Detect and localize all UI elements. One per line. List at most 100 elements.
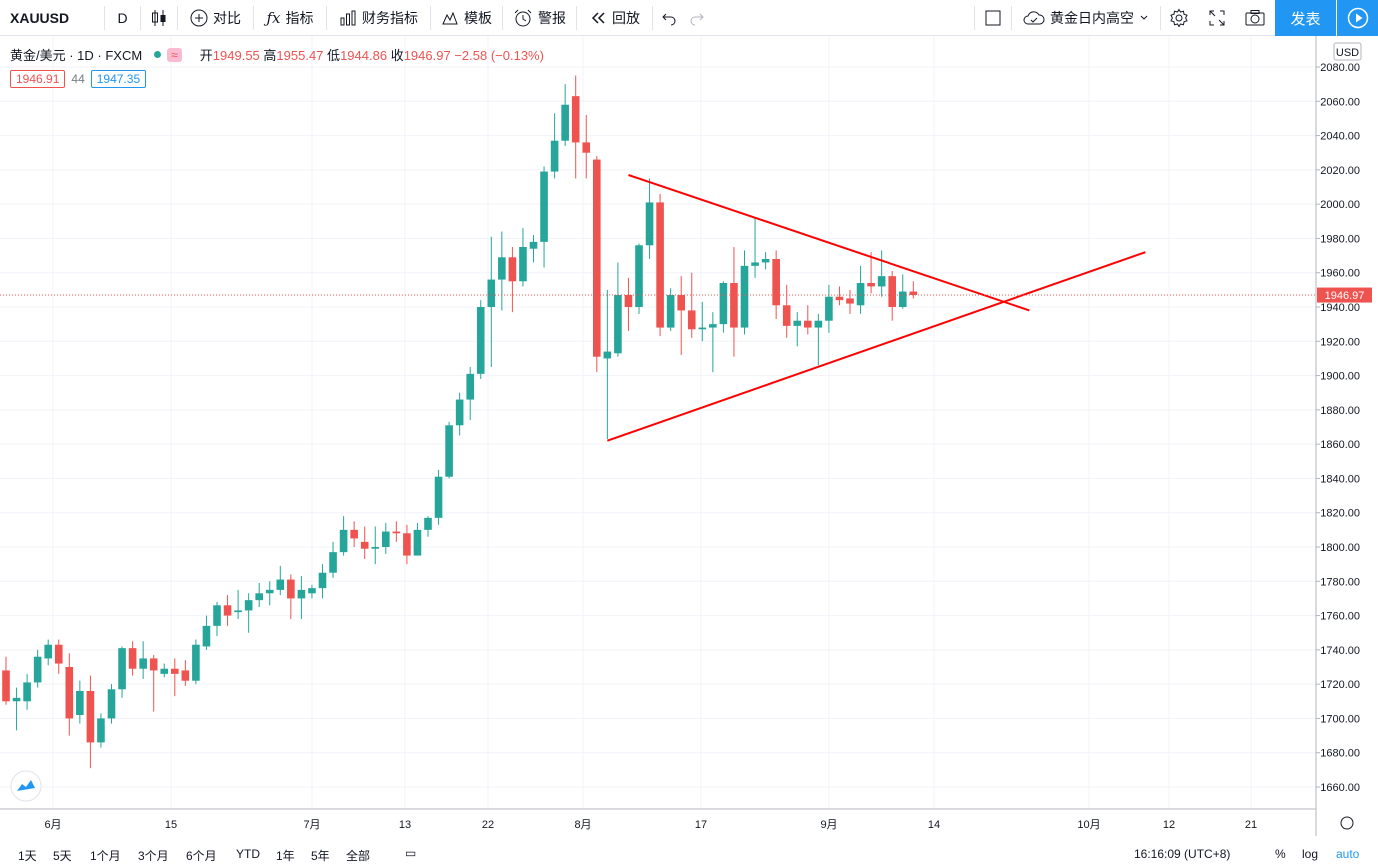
auto-toggle[interactable]: auto: [1336, 847, 1360, 861]
candle: [181, 660, 190, 686]
candle: [54, 639, 63, 674]
layout-name: 黄金日内高空: [1050, 9, 1134, 26]
price-chart[interactable]: 2080.00 2060.00 2040.00 2020.00 2000.00 1980.…: [0, 36, 1378, 836]
range-button[interactable]: 1个月: [90, 849, 121, 863]
legend-title[interactable]: 黄金/美元 · 1D · FXCM: [10, 48, 143, 63]
candle-body: [213, 605, 221, 626]
time-tick-label: 8月: [574, 819, 591, 831]
logo-circle: [10, 770, 42, 802]
candle-body: [445, 425, 453, 477]
trendlines[interactable]: [607, 174, 1146, 442]
compare-button[interactable]: 对比: [178, 0, 253, 35]
log-toggle[interactable]: log: [1302, 847, 1319, 861]
indicators-button[interactable]: ƒx 指标: [254, 0, 326, 35]
candle: [287, 574, 295, 619]
candle: [561, 84, 569, 146]
candle-body: [65, 667, 74, 719]
candle: [593, 156, 601, 373]
bid-price[interactable]: 1946.91: [10, 70, 66, 88]
interval-button[interactable]: D: [117, 9, 128, 26]
time-tick-label: 9月: [820, 819, 837, 831]
close-label: 收: [390, 48, 404, 63]
undo-icon: [662, 13, 676, 25]
candle: [382, 523, 390, 554]
candle-body: [86, 691, 95, 743]
candle: [244, 593, 253, 633]
layout-selector[interactable]: 黄金日内高空: [1012, 0, 1160, 35]
range-button[interactable]: 全部: [346, 849, 371, 863]
ask-price[interactable]: 1947.35: [90, 70, 147, 88]
range-button[interactable]: 3个月: [138, 849, 169, 863]
snapshot-button[interactable]: [1237, 0, 1273, 35]
bottom-toolbar: 1天 5天 1个月 3个月 6个月 YTD 1年 5年 全部 ▭ 16:16:09 (UTC+8…: [0, 837, 1378, 863]
candle-body: [508, 257, 517, 282]
divider: [652, 6, 653, 30]
candle: [635, 243, 643, 314]
candle: [719, 281, 728, 333]
candle: [540, 166, 548, 268]
range-button[interactable]: 1天: [18, 849, 37, 863]
range-button[interactable]: 5天: [53, 849, 72, 863]
range-button[interactable]: 5年: [311, 849, 330, 863]
scale-settings-button[interactable]: [1340, 816, 1354, 830]
high-label: 高: [263, 48, 277, 63]
candle: [867, 252, 875, 294]
range-button[interactable]: 6个月: [186, 849, 217, 863]
chart-type-button[interactable]: [141, 0, 177, 35]
trendline-upper[interactable]: [628, 174, 1030, 312]
fullscreen-select-button[interactable]: [975, 0, 1011, 35]
candle-body: [308, 588, 316, 594]
candle: [761, 252, 770, 270]
candle-body: [403, 533, 411, 556]
trendline-lower[interactable]: [607, 251, 1146, 442]
replay-button[interactable]: 回放: [577, 0, 652, 35]
candle: [645, 178, 654, 259]
price-tick-label: 1920.00: [1320, 336, 1360, 348]
fx-icon: ƒx: [266, 8, 281, 27]
alert-button[interactable]: 警报: [503, 0, 576, 35]
price-tick-label: 1800.00: [1320, 542, 1360, 554]
candle: [360, 526, 369, 559]
settings-button[interactable]: [1161, 0, 1197, 35]
candle-body: [107, 689, 116, 719]
range-button[interactable]: YTD: [236, 847, 260, 861]
symbol-search[interactable]: XAUUSD: [10, 9, 70, 26]
candle: [624, 277, 633, 331]
tradingview-logo-button[interactable]: [10, 770, 42, 802]
redo-button[interactable]: [683, 0, 711, 35]
price-tick-label: 2060.00: [1320, 96, 1360, 108]
chevron-down-icon: [1140, 15, 1148, 20]
replay-label: 回放: [612, 9, 640, 26]
percent-toggle[interactable]: %: [1275, 847, 1286, 861]
financials-button[interactable]: 财务指标: [327, 0, 430, 35]
candle: [434, 469, 443, 525]
candle-body: [287, 579, 295, 599]
candle-body: [782, 305, 791, 326]
publish-button[interactable]: 发表: [1275, 0, 1336, 36]
fullscreen-button[interactable]: [1199, 0, 1235, 35]
calendar-icon[interactable]: ▭: [405, 846, 417, 860]
candle: [603, 289, 612, 439]
candle: [171, 658, 179, 697]
candle-body: [561, 104, 569, 141]
candle: [888, 271, 896, 321]
play-button[interactable]: [1337, 0, 1378, 36]
candle-body: [540, 171, 548, 242]
candle-body: [329, 552, 337, 573]
candle-body: [350, 529, 358, 539]
price-axis[interactable]: 2080.00 2060.00 2040.00 2020.00 2000.00 1980.…: [1316, 62, 1360, 794]
candle-body: [202, 625, 211, 647]
candle: [730, 247, 738, 357]
clock[interactable]: 16:16:09 (UTC+8): [1134, 847, 1231, 861]
templates-button[interactable]: 模板: [431, 0, 502, 35]
undo-button[interactable]: [655, 0, 683, 35]
candle-body: [382, 531, 390, 547]
divider: [974, 6, 975, 30]
candle: [223, 595, 232, 626]
time-axis[interactable]: 6月 15 7月 13 22 8月 17 9月 14 10月 12 21: [44, 819, 1257, 831]
candle: [265, 581, 274, 606]
plus-circle-icon: [190, 9, 208, 26]
candle-body: [97, 718, 105, 743]
candle: [339, 516, 348, 556]
range-button[interactable]: 1年: [276, 849, 295, 863]
